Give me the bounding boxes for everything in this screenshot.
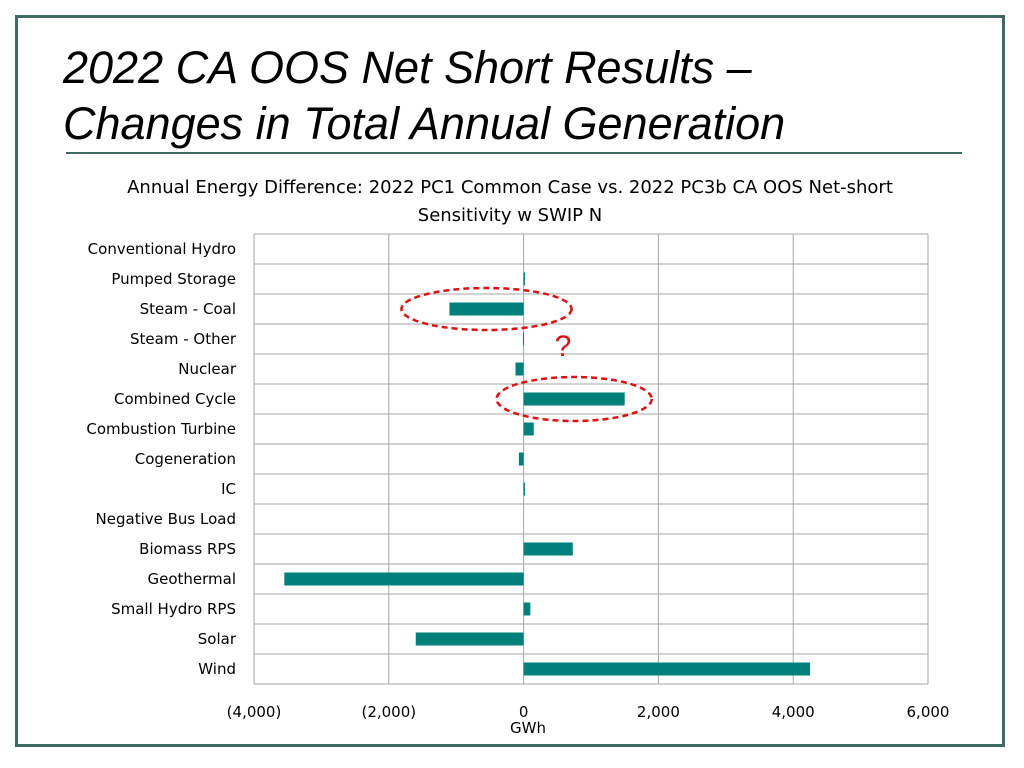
bar xyxy=(523,662,811,676)
category-label: Nuclear xyxy=(178,360,237,378)
category-label: Pumped Storage xyxy=(111,270,236,288)
x-tick-label: (2,000) xyxy=(361,703,416,721)
highlight-ellipse-combined-cycle xyxy=(495,375,653,423)
bar xyxy=(518,452,524,466)
category-label: Wind xyxy=(198,660,236,678)
category-label: Solar xyxy=(198,630,237,648)
category-label: IC xyxy=(221,480,236,498)
x-axis-label: GWh xyxy=(510,719,546,737)
x-tick-label: (4,000) xyxy=(227,703,282,721)
bar xyxy=(523,392,625,406)
slide-title-line-2: Changes in Total Annual Generation xyxy=(63,98,786,149)
x-tick-label: 0 xyxy=(519,703,529,721)
category-label: Geothermal xyxy=(147,570,236,588)
category-label: Biomass RPS xyxy=(139,540,236,558)
bar xyxy=(523,422,534,436)
bar xyxy=(515,362,524,376)
chart-bars xyxy=(284,272,811,676)
chart-gridlines xyxy=(253,233,929,685)
category-label: Steam - Other xyxy=(130,330,237,348)
bar xyxy=(523,542,573,556)
chart-title: Annual Energy Difference: 2022 PC1 Commo… xyxy=(127,177,893,226)
bar xyxy=(523,482,525,496)
category-label: Conventional Hydro xyxy=(88,240,236,258)
category-label: Small Hydro RPS xyxy=(111,600,236,618)
category-labels: Conventional Hydro Pumped Storage Steam - … xyxy=(86,240,236,678)
category-label: Combustion Turbine xyxy=(86,420,236,438)
slide-title: 2022 CA OOS Net Short Results – Changes … xyxy=(63,40,983,152)
bar xyxy=(415,632,524,646)
x-tick-label: 2,000 xyxy=(637,703,680,721)
title-underline xyxy=(66,152,962,154)
x-tick-label: 6,000 xyxy=(907,703,950,721)
category-label: Negative Bus Load xyxy=(96,510,236,528)
bar xyxy=(449,302,524,316)
bar xyxy=(523,602,531,616)
bar xyxy=(523,272,525,286)
highlight-ellipse-steam-coal xyxy=(400,286,573,332)
category-label: Combined Cycle xyxy=(114,390,236,408)
category-label: Cogeneration xyxy=(135,450,236,468)
slide-title-line-1: 2022 CA OOS Net Short Results – xyxy=(63,42,752,93)
slide-frame xyxy=(15,15,1005,747)
bar xyxy=(284,572,524,586)
x-tick-label: 4,000 xyxy=(772,703,815,721)
question-mark-annotation: ? xyxy=(555,330,572,363)
category-label: Steam - Coal xyxy=(140,300,236,318)
bar xyxy=(522,332,524,346)
chart-annotations: ? xyxy=(400,286,653,423)
x-axis-tick-labels: (4,000) (2,000) 0 2,000 4,000 6,000 xyxy=(227,703,950,721)
